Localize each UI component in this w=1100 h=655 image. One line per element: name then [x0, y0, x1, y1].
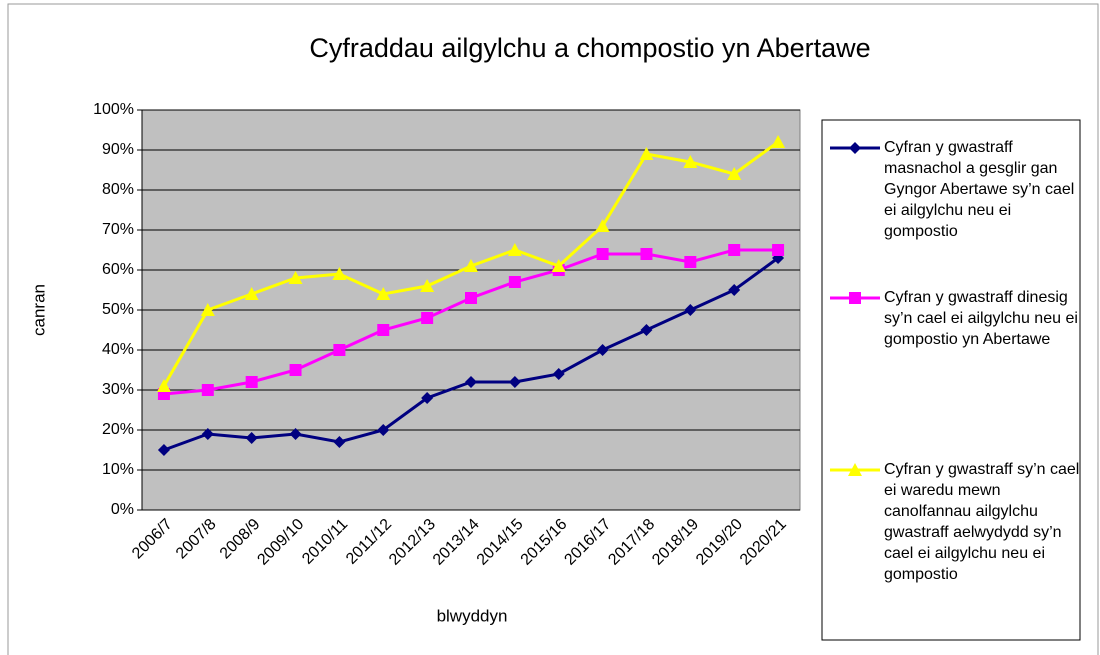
y-tick-label: 20% — [102, 421, 134, 438]
data-point — [157, 444, 170, 456]
y-tick-label: 0% — [111, 501, 134, 518]
y-tick-label: 100% — [93, 101, 134, 118]
data-point — [289, 364, 302, 376]
data-point — [640, 324, 653, 336]
data-point — [465, 376, 477, 388]
legend-marker — [848, 463, 862, 476]
data-point — [333, 344, 346, 356]
legend-label: Cyfran y gwastraff dinesig sy’n cael ei … — [884, 289, 1078, 348]
y-tick-label: 10% — [102, 461, 134, 478]
y-tick-label: 40% — [102, 341, 134, 358]
data-point — [640, 248, 653, 260]
data-point — [596, 248, 609, 260]
data-point — [551, 259, 566, 272]
data-point — [465, 292, 477, 304]
data-point — [244, 287, 259, 300]
data-point — [683, 155, 698, 168]
y-tick-label: 30% — [102, 381, 134, 398]
y-tick-label: 50% — [102, 301, 134, 318]
data-point — [552, 368, 565, 380]
data-point — [727, 167, 742, 180]
data-point — [639, 147, 654, 160]
y-tick-label: 80% — [102, 181, 134, 198]
data-point — [595, 219, 610, 232]
y-axis-label: canran — [29, 284, 48, 336]
data-point — [333, 436, 346, 448]
data-point — [421, 312, 434, 324]
y-tick-label: 60% — [102, 261, 134, 278]
data-point — [771, 135, 786, 148]
data-point — [288, 271, 303, 284]
y-tick-label: 90% — [102, 141, 134, 158]
legend-box — [821, 119, 1081, 641]
data-point — [376, 287, 391, 300]
data-point — [507, 243, 522, 256]
data-point — [684, 256, 697, 268]
legend-label: Cyfran y gwastraff masnachol a gesglir g… — [884, 139, 1075, 240]
x-axis-label: blwyddyn — [437, 606, 508, 625]
chart-title: Cyfraddau ailgylchu a chompostio yn Aber… — [309, 33, 870, 63]
data-point — [508, 276, 521, 288]
data-point — [421, 392, 434, 404]
data-point — [156, 379, 171, 392]
data-point — [332, 267, 347, 280]
data-point — [728, 284, 741, 296]
data-point — [201, 384, 214, 396]
data-point — [464, 259, 478, 272]
legend-marker — [849, 142, 861, 154]
data-point — [201, 428, 214, 440]
data-point — [245, 376, 258, 388]
data-point — [596, 344, 609, 356]
legend-label: Cyfran y gwastraff sy’n cael ei waredu m… — [884, 461, 1080, 583]
data-point — [245, 432, 258, 444]
y-tick-label: 70% — [102, 221, 134, 238]
data-point — [420, 279, 435, 292]
data-point — [728, 244, 741, 256]
data-point — [772, 244, 785, 256]
data-point — [508, 376, 521, 388]
data-point — [684, 304, 697, 316]
data-point — [377, 424, 390, 436]
data-point — [289, 428, 302, 440]
legend-marker — [849, 292, 861, 304]
data-point — [377, 324, 390, 336]
data-point — [200, 303, 215, 316]
